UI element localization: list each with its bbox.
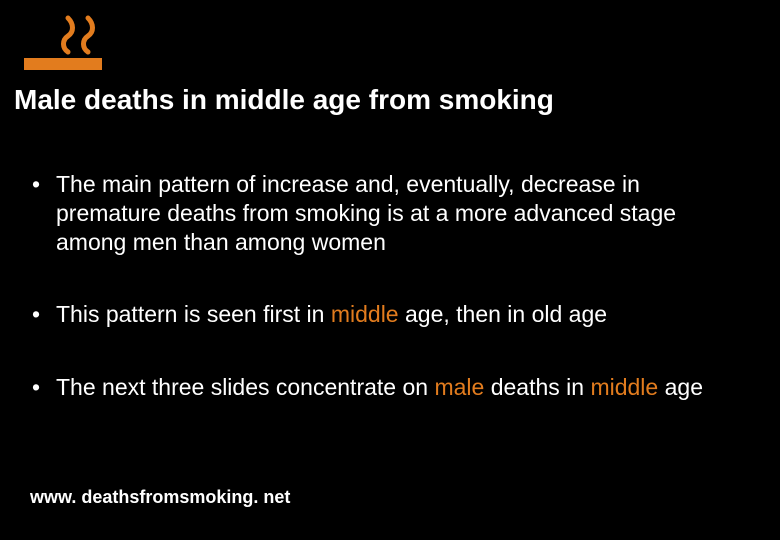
bullet-text: age, then in old age [399,301,607,327]
highlight-text: middle [590,374,658,400]
bullet-text: The main pattern of increase and, eventu… [56,171,676,255]
bullet-text: age [658,374,703,400]
bullet-text: The next three slides concentrate on [56,374,434,400]
bullet-item: The main pattern of increase and, eventu… [28,170,740,256]
slide: Male deaths in middle age from smoking T… [0,0,780,540]
cigarette-icon [24,14,114,75]
bullet-text: deaths in [484,374,590,400]
bullet-item: This pattern is seen first in middle age… [28,300,740,329]
slide-title: Male deaths in middle age from smoking [14,84,554,116]
bullet-text: This pattern is seen first in [56,301,331,327]
bullet-list: The main pattern of increase and, eventu… [28,170,740,446]
footer-url: www. deathsfromsmoking. net [30,487,290,508]
highlight-text: middle [331,301,399,327]
highlight-text: male [434,374,484,400]
bullet-item: The next three slides concentrate on mal… [28,373,740,402]
